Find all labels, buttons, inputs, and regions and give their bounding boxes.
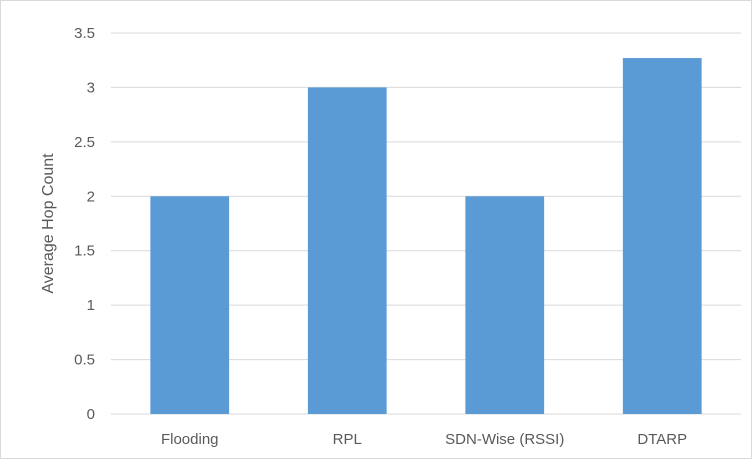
y-tick-label: 3.5: [74, 25, 95, 42]
y-tick-label: 3: [87, 79, 95, 96]
bar-sdn-wise-rssi: [465, 196, 545, 414]
bar-dtarp: [622, 58, 702, 415]
x-axis-ticks: Flooding RPL SDN-Wise (RSSI) DTARP: [161, 431, 687, 448]
y-tick-label: 0.5: [74, 352, 95, 369]
y-tick-label: 2.5: [74, 134, 95, 151]
bar-flooding: [150, 196, 230, 414]
x-tick-label: Flooding: [161, 431, 219, 448]
x-tick-label: DTARP: [637, 431, 687, 448]
bars: [150, 58, 702, 415]
y-axis-ticks: 0 0.5 1 1.5 2 2.5 3 3.5: [74, 25, 95, 423]
x-tick-label: RPL: [333, 431, 362, 448]
bar-rpl: [307, 87, 387, 414]
y-tick-label: 1.5: [74, 243, 95, 260]
y-tick-label: 1: [87, 297, 95, 314]
y-tick-label: 0: [87, 406, 95, 423]
y-tick-label: 2: [87, 188, 95, 205]
y-axis-title: Average Hop Count: [40, 153, 57, 294]
x-tick-label: SDN-Wise (RSSI): [445, 431, 564, 448]
